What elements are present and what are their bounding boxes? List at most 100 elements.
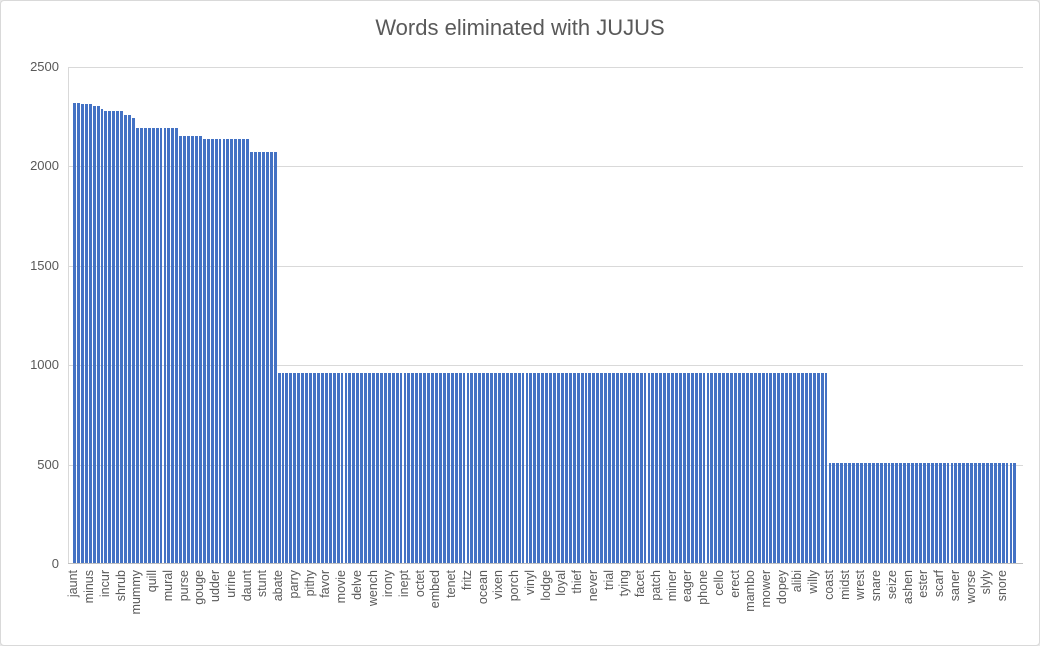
bar	[682, 373, 686, 563]
bar	[281, 373, 285, 563]
bar	[187, 135, 190, 563]
bar	[438, 373, 442, 563]
bar	[198, 135, 202, 563]
bar	[210, 138, 214, 563]
bar	[391, 373, 395, 563]
x-tick-label: slyly	[979, 570, 994, 595]
bar	[738, 373, 741, 563]
bar	[316, 373, 320, 563]
bar	[808, 373, 812, 563]
bar	[537, 373, 541, 563]
bar	[324, 373, 328, 563]
bar	[883, 462, 887, 563]
bar	[580, 373, 584, 563]
bar	[309, 373, 312, 563]
bar	[651, 373, 655, 563]
bar	[395, 373, 399, 563]
bar	[777, 373, 781, 563]
x-tick-label: embed	[428, 570, 443, 609]
bar	[907, 462, 911, 563]
bar	[407, 373, 411, 563]
bar	[525, 373, 529, 563]
x-tick-label: never	[585, 570, 600, 602]
bar	[997, 462, 1001, 563]
bar	[560, 373, 564, 563]
bar	[922, 462, 926, 563]
x-tick-label: snore	[995, 570, 1010, 602]
bar	[899, 462, 903, 563]
x-tick-label: inept	[396, 570, 411, 598]
bar	[730, 373, 734, 563]
bar	[490, 373, 493, 563]
bar	[734, 373, 737, 563]
chart-title: Words eliminated with JUJUS	[375, 15, 665, 40]
bar	[486, 373, 490, 563]
bar	[155, 127, 159, 563]
bar	[698, 373, 702, 563]
bar	[643, 373, 647, 563]
bar	[757, 373, 761, 563]
bar	[942, 462, 946, 563]
x-tick-label: lodge	[538, 570, 553, 601]
bar	[167, 127, 171, 563]
bar	[151, 127, 155, 563]
x-tick-label: parry	[286, 570, 301, 599]
bar	[423, 373, 427, 563]
x-tick-label: gouge	[192, 570, 207, 605]
bar	[875, 462, 879, 563]
bar	[596, 373, 600, 563]
bar	[616, 373, 619, 563]
x-tick-label: octet	[412, 570, 427, 598]
bar	[104, 110, 108, 563]
bar	[564, 373, 568, 563]
bar	[675, 373, 678, 563]
bar	[722, 373, 726, 563]
x-tick-label: udder	[208, 570, 223, 602]
bar	[588, 373, 592, 563]
bar	[773, 373, 777, 563]
bar	[671, 373, 674, 563]
x-tick-label: daunt	[239, 570, 254, 602]
gridline-1500	[68, 265, 1023, 267]
x-axis-line	[68, 563, 1023, 564]
bar	[222, 138, 226, 563]
bar	[761, 373, 765, 563]
bar	[549, 373, 553, 563]
x-tick-label: irony	[381, 570, 396, 598]
bar	[383, 373, 387, 563]
bar	[989, 462, 993, 563]
x-tick-label: urine	[223, 570, 238, 598]
bar	[895, 462, 899, 563]
x-tick-label: eager	[680, 570, 695, 602]
bar	[372, 373, 375, 563]
bar	[147, 127, 151, 563]
bar	[497, 373, 501, 563]
bar	[745, 373, 749, 563]
x-tick-label: mambo	[743, 570, 758, 612]
bar	[690, 373, 694, 563]
x-tick-label: patch	[648, 570, 663, 601]
bar	[930, 462, 934, 563]
bar	[1001, 462, 1005, 563]
bar	[781, 373, 785, 563]
bar	[584, 373, 588, 563]
bar	[962, 462, 966, 563]
bar	[250, 152, 253, 563]
bar	[706, 373, 710, 563]
bar	[820, 373, 824, 563]
bar	[828, 462, 832, 563]
bar	[887, 462, 891, 563]
bar	[478, 373, 482, 563]
bar	[297, 373, 301, 563]
x-tick-label: alibi	[790, 570, 805, 593]
y-tick-label: 2500	[30, 59, 59, 74]
bar	[194, 135, 198, 563]
x-tick-label: snare	[869, 570, 884, 602]
bar	[505, 373, 509, 563]
bar	[852, 462, 856, 563]
bar	[753, 373, 757, 563]
gridline-1000	[68, 365, 1023, 367]
bar	[124, 115, 128, 563]
x-tick-label: mummy	[129, 570, 144, 615]
bar	[450, 373, 454, 563]
